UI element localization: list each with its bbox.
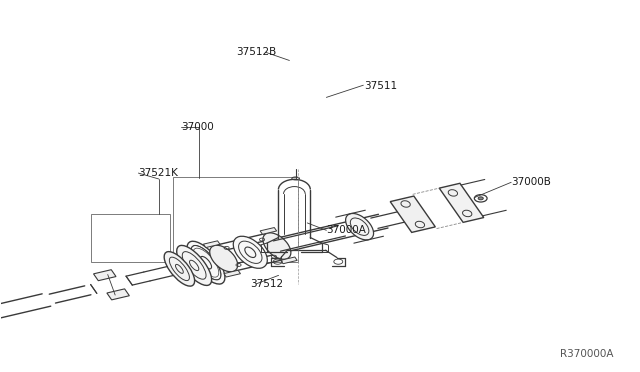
Ellipse shape (221, 257, 227, 260)
Polygon shape (107, 289, 129, 300)
Bar (91, 214, 170, 262)
Polygon shape (280, 257, 297, 264)
Bar (173, 177, 298, 262)
Ellipse shape (187, 241, 225, 284)
Text: 37512: 37512 (250, 279, 283, 289)
Text: 37512B: 37512B (236, 47, 276, 57)
Ellipse shape (478, 197, 483, 200)
Ellipse shape (210, 245, 237, 272)
Polygon shape (260, 228, 276, 234)
Text: 37521K: 37521K (138, 168, 179, 178)
Polygon shape (390, 196, 435, 232)
Ellipse shape (164, 251, 195, 286)
Ellipse shape (233, 236, 268, 268)
Text: 37000: 37000 (181, 122, 214, 132)
Polygon shape (93, 270, 116, 281)
Text: R370000A: R370000A (559, 349, 613, 359)
Ellipse shape (263, 233, 291, 259)
Ellipse shape (346, 214, 374, 240)
Text: 37511: 37511 (365, 81, 397, 90)
Polygon shape (439, 183, 484, 222)
Text: 37000B: 37000B (511, 177, 551, 187)
Ellipse shape (177, 246, 212, 285)
Text: 37000A: 37000A (326, 225, 366, 235)
Polygon shape (204, 241, 220, 248)
Polygon shape (224, 270, 241, 277)
